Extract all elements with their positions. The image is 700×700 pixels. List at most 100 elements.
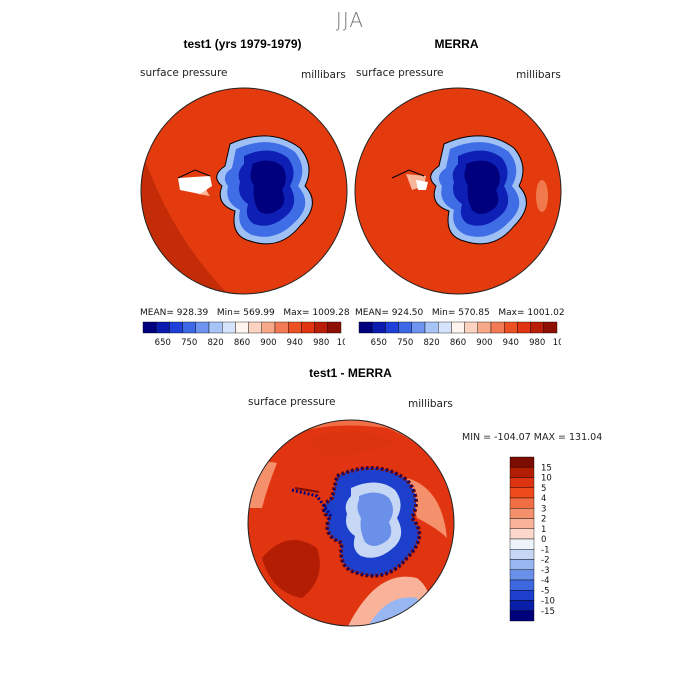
panel2-variable-label: surface pressure	[356, 67, 444, 79]
panel1-colorbar-swatch	[221, 321, 236, 334]
panel3-coast-gradient-blue	[322, 466, 421, 577]
panel3-colorbar-swatch	[509, 518, 535, 529]
panel3-north-core	[307, 431, 397, 458]
panel1-colorbar-swatch	[314, 321, 329, 334]
panel3-colorbar-swatch	[509, 497, 535, 509]
panel1-colorbar-swatch	[287, 321, 302, 334]
panel3-colorbar-swatch	[509, 610, 535, 622]
panel2-colorbar-swatch	[490, 321, 505, 334]
panel3-peninsula-red	[294, 487, 320, 493]
panel1-title: test1 (yrs 1979-1979)	[183, 37, 302, 51]
panel2-peninsula-coast	[391, 169, 425, 179]
panel1-colorbar-tick-label: 940	[287, 338, 303, 348]
panel2-colorbar-swatch	[372, 321, 386, 334]
panel1-variable-label: surface pressure	[140, 67, 228, 79]
panel3-colorbar-tick-label: -3	[541, 566, 549, 576]
panel3-colorbar-swatch	[509, 559, 535, 570]
panel2-colorbar-swatch	[477, 321, 492, 334]
panel1-coastline	[216, 135, 313, 245]
panel2-title: MERRA	[434, 37, 479, 51]
panel2-stats: MEAN= 924.50 Min= 570.85 Max= 1001.02	[355, 308, 565, 318]
panel3-map-border	[247, 419, 455, 627]
panel3-colorbar-tick-label: -2	[541, 556, 549, 566]
panel2-map	[354, 87, 562, 295]
season-title: JJA	[335, 8, 365, 32]
panel2-colorbar-swatch	[385, 321, 399, 334]
panel2-colorbar-tick-label: 650	[371, 338, 387, 348]
panel2-coastline	[430, 135, 527, 245]
panel3-peninsula	[291, 488, 333, 517]
panel3-colorbar-swatch	[509, 467, 535, 478]
panel2-mean-value: 924.50	[391, 308, 424, 318]
panel2-colorbar-tick-label: 900	[476, 338, 492, 348]
panel3-east-patch	[407, 478, 447, 538]
panel1-stats: MEAN= 928.39 Min= 569.99 Max= 1009.28	[140, 308, 350, 318]
panel2-colorbar-swatch	[437, 321, 452, 334]
panel1-colorbar-tick-label: 650	[155, 338, 171, 348]
panel2-units-label: millibars	[516, 69, 561, 81]
panel3-colorbar-tick-label: -4	[541, 576, 549, 586]
panel3-colorbar-tick-label: 15	[541, 463, 552, 473]
panel1-colorbar-swatch	[142, 321, 157, 334]
panel2-colorbar-swatch	[451, 321, 465, 334]
panel3-colorbar-tick-label: -10	[541, 597, 555, 607]
panel1-map	[140, 87, 348, 295]
panel3-southwest-low	[262, 540, 320, 598]
panel3-colorbar-swatch	[509, 569, 535, 581]
panel1-colorbar-swatch	[195, 321, 210, 334]
panel1-colorbar-swatch	[182, 321, 196, 334]
panel1-colorbar-swatch	[248, 321, 262, 334]
panel2-max-value: 1001.02	[527, 308, 565, 318]
panel2-colorbar-swatch	[398, 321, 412, 334]
panel2-min-value: 570.85	[458, 308, 490, 318]
panel1-peninsula-white	[178, 176, 212, 194]
panel2-high-patch	[536, 180, 548, 212]
panel2-colorbar-swatch	[530, 321, 545, 334]
panel3-colorbar-tick-label: 4	[541, 494, 546, 504]
panel3-colorbar-tick-label: 3	[541, 504, 546, 514]
panel3-colorbar-tick-label: 10	[541, 474, 552, 484]
panel2-colorbar-tick-label: 940	[503, 338, 519, 348]
panel3-variable-label: surface pressure	[248, 396, 336, 408]
panel1-colorbar-tick-label: 750	[181, 338, 197, 348]
panel1-colorbar-tick-label: 980	[313, 338, 329, 348]
panel3-colorbar-tick-label: 2	[541, 515, 546, 525]
panel3-colorbar-swatch	[509, 590, 535, 601]
panel3-colorbar-swatch	[509, 456, 535, 468]
panel1-colorbar-swatch	[327, 321, 342, 334]
panel1-map-border	[140, 87, 348, 295]
panel3-colorbar-swatch	[509, 579, 535, 591]
panel3-colorbar-swatch	[509, 508, 535, 519]
panel2-colorbar-tick-label: 1020	[553, 338, 561, 348]
panel3-ice-interior-core	[357, 492, 393, 546]
panel3-colorbar-tick-label: 1	[541, 525, 546, 535]
panel1-colorbar-swatch	[156, 321, 170, 334]
panel1-colorbar-swatch	[235, 321, 249, 334]
panel3-colorbar-tick-label: -1	[541, 545, 549, 555]
panel1-colorbar-swatch	[261, 321, 276, 334]
panel2-peninsula-white	[416, 180, 428, 190]
panel3-colorbar-swatch	[509, 487, 535, 499]
panel2-colorbar-tick-label: 750	[397, 338, 413, 348]
panel3-colorbar-tick-label: 0	[541, 535, 546, 545]
panel1-colorbar-swatch	[169, 321, 183, 334]
panel3-colorbar-swatch	[509, 538, 535, 550]
panel3-colorbar-swatch	[509, 549, 535, 560]
panel2-colorbar-swatch	[358, 321, 373, 334]
panel3-colorbar-swatch	[509, 528, 535, 540]
panel1-colorbar-swatch	[208, 321, 223, 334]
panel2-colorbar-tick-label: 820	[423, 338, 439, 348]
panel1-min-value: 569.99	[243, 308, 275, 318]
panel3-map	[247, 419, 455, 627]
panel2-colorbar-tick-label: 860	[450, 338, 466, 348]
panel3-title: test1 - MERRA	[309, 366, 392, 380]
panel2-colorbar: 650 750 820 860 900 940 980 1020	[358, 321, 561, 348]
panel2-colorbar-tick-label: 980	[529, 338, 545, 348]
panel3-colorbar-swatch	[509, 477, 535, 488]
panel1-peninsula-coast	[177, 169, 211, 179]
panel2-ice-core	[464, 160, 500, 214]
panel2-colorbar-swatch	[424, 321, 439, 334]
panel1-colorbar-swatch	[301, 321, 315, 334]
panel1-max-value: 1009.28	[312, 308, 350, 318]
